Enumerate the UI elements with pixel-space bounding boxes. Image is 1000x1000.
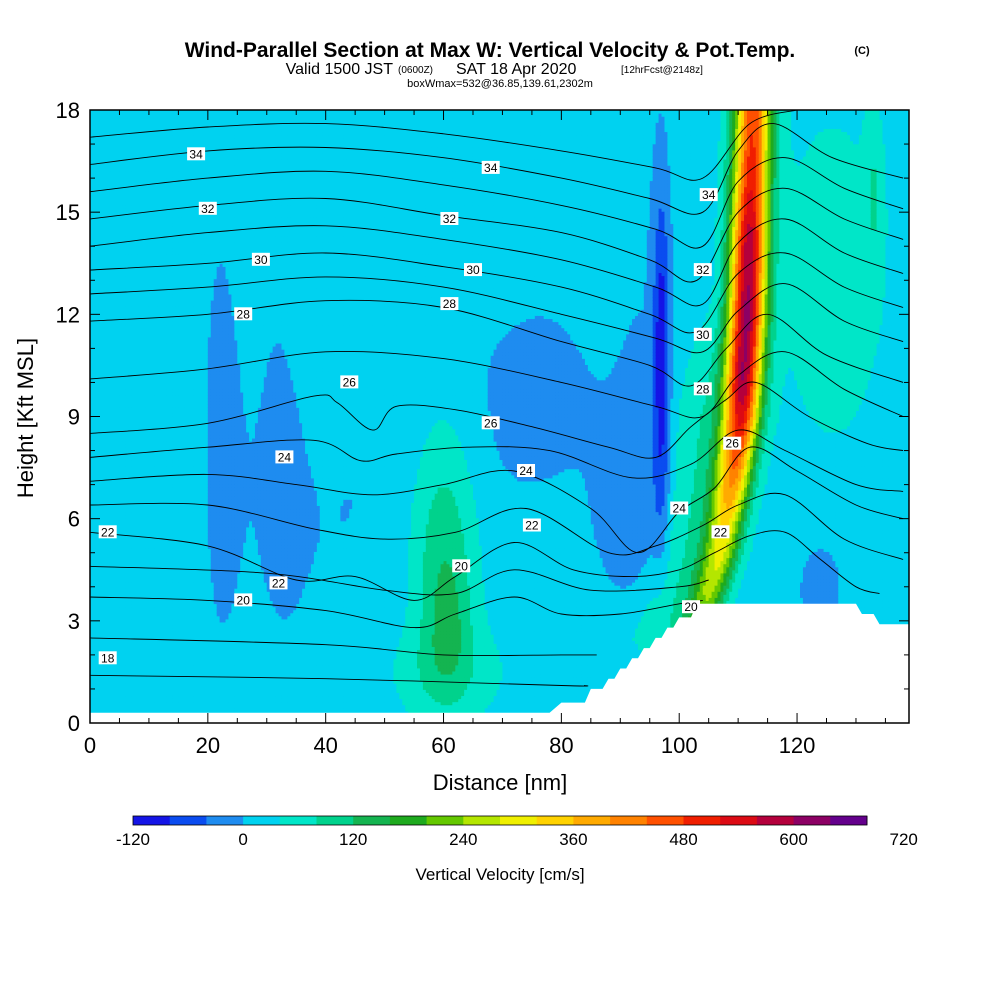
chart-title: Wind-Parallel Section at Max W: Vertical… <box>185 39 796 62</box>
copyright-mark: (C) <box>854 45 870 57</box>
valid-date: SAT 18 Apr 2020 <box>456 61 576 78</box>
cross-section-figure: Wind-Parallel Section at Max W: Vertical… <box>0 0 1000 1000</box>
box-info: boxWmax=532@36.85,139.61,2302m <box>407 78 593 90</box>
valid-utc: (0600Z) <box>398 65 433 76</box>
valid-time-line: Valid 1500 JST (0600Z) SAT 18 Apr 2020 [… <box>286 61 703 78</box>
forecast-info: [12hrFcst@2148z] <box>621 65 703 76</box>
valid-prefix: Valid 1500 JST <box>286 61 394 78</box>
